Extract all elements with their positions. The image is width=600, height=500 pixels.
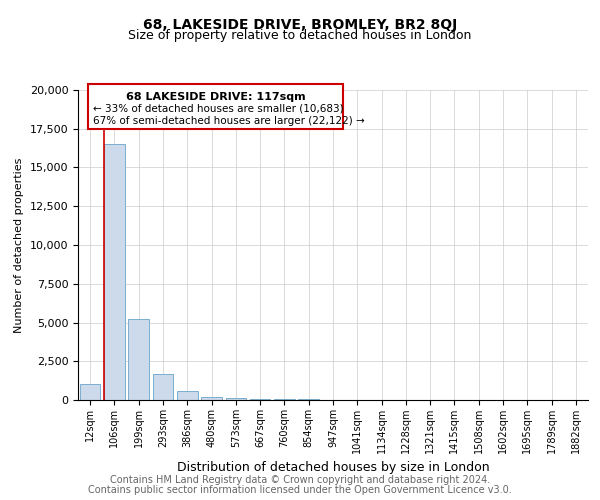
Bar [274, 399, 295, 400]
Text: 67% of semi-detached houses are larger (22,122) →: 67% of semi-detached houses are larger (… [94, 116, 365, 126]
FancyBboxPatch shape [88, 84, 343, 128]
Text: Size of property relative to detached houses in London: Size of property relative to detached ho… [128, 29, 472, 42]
Y-axis label: Number of detached properties: Number of detached properties [14, 158, 24, 332]
Bar [177, 390, 197, 400]
Bar [250, 399, 271, 400]
Text: 68, LAKESIDE DRIVE, BROMLEY, BR2 8QJ: 68, LAKESIDE DRIVE, BROMLEY, BR2 8QJ [143, 18, 457, 32]
Text: Contains public sector information licensed under the Open Government Licence v3: Contains public sector information licen… [88, 485, 512, 495]
Text: Contains HM Land Registry data © Crown copyright and database right 2024.: Contains HM Land Registry data © Crown c… [110, 475, 490, 485]
Bar [152, 374, 173, 400]
Text: ← 33% of detached houses are smaller (10,683): ← 33% of detached houses are smaller (10… [94, 104, 344, 114]
X-axis label: Distribution of detached houses by size in London: Distribution of detached houses by size … [176, 462, 490, 474]
Bar [226, 398, 246, 400]
Bar [128, 320, 149, 400]
Text: 68 LAKESIDE DRIVE: 117sqm: 68 LAKESIDE DRIVE: 117sqm [126, 92, 305, 102]
Bar [104, 144, 125, 400]
Bar [201, 397, 222, 400]
Bar [80, 384, 100, 400]
